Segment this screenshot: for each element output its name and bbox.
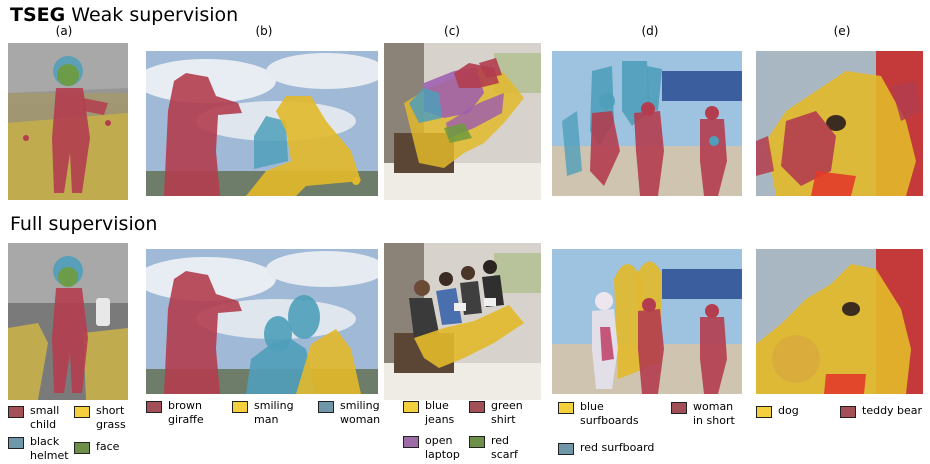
full-supervision-title: Full supervision (10, 213, 158, 235)
column-label-a: (a) (55, 24, 73, 38)
legend-label: open laptop (425, 434, 460, 461)
legend-swatch (756, 406, 772, 418)
legend-swatch (403, 401, 419, 413)
legend-label: face (96, 440, 120, 453)
legend-c-blue-jeans: blue jeans (403, 399, 454, 427)
image-weak-d (552, 51, 742, 196)
legend-d-blue-surfboards: blue surfboards (558, 400, 639, 428)
legend-label: teddy bear (862, 404, 923, 417)
legend-swatch (469, 436, 485, 448)
legend-a-short-grass: short grass (74, 404, 126, 432)
legend-swatch (8, 437, 24, 449)
legend-label: red surfboard (580, 441, 655, 454)
legend-swatch (318, 401, 334, 413)
legend-swatch (840, 406, 856, 418)
legend-d-red-surfboard: red surfboard (558, 441, 654, 455)
image-full-c (384, 243, 541, 400)
column-label-e: (e) (833, 24, 851, 38)
image-full-a (8, 243, 128, 400)
method-name: TSEG (10, 4, 66, 26)
legend-swatch (8, 406, 24, 418)
legend-label: brown giraffe (168, 399, 204, 426)
legend-swatch (558, 402, 574, 414)
legend-d-woman-in-short: woman in short (671, 400, 735, 428)
legend-swatch (558, 443, 574, 455)
legend-e-dog: dog (756, 404, 799, 418)
image-weak-c (384, 43, 541, 200)
legend-a-black-helmet: black helmet (8, 435, 69, 463)
column-label-c: (c) (444, 24, 460, 38)
legend-label: green shirt (491, 399, 523, 426)
legend-b-smiling-man: smiling man (232, 399, 294, 427)
legend-label: short grass (96, 404, 126, 431)
legend-swatch (232, 401, 248, 413)
legend-swatch (146, 401, 162, 413)
legend-label: blue surfboards (580, 400, 639, 427)
legend-label: blue jeans (425, 399, 455, 426)
legend-a-face: face (74, 440, 119, 454)
legend-swatch (671, 402, 687, 414)
image-full-e (756, 249, 923, 394)
legend-swatch (469, 401, 485, 413)
weak-supervision-label: Weak supervision (71, 4, 239, 26)
legend-label: black helmet (30, 435, 69, 462)
legend-label: small child (30, 404, 60, 431)
image-weak-b (146, 51, 378, 196)
legend-c-green-shirt: green shirt (469, 399, 523, 427)
legend-e-teddy-bear: teddy bear (840, 404, 922, 418)
column-label-b: (b) (255, 24, 273, 38)
legend-a-small-child: small child (8, 404, 59, 432)
legend-b-brown-giraffe: brown giraffe (146, 399, 204, 427)
image-weak-e (756, 51, 923, 196)
image-weak-a (8, 43, 128, 200)
legend-c-red-scarf: red scarf (469, 434, 518, 462)
legend-swatch (74, 442, 90, 454)
legend-label: smiling man (254, 399, 294, 426)
legend-c-open-laptop: open laptop (403, 434, 460, 462)
legend-label: dog (778, 404, 799, 417)
legend-label: woman in short (693, 400, 735, 427)
legend-label: red scarf (491, 434, 518, 461)
image-full-b (146, 249, 378, 394)
column-label-d: (d) (641, 24, 659, 38)
legend-swatch (74, 406, 90, 418)
image-full-d (552, 249, 742, 394)
legend-swatch (403, 436, 419, 448)
legend-label: smiling woman (340, 399, 381, 426)
legend-b-smiling-woman: smiling woman (318, 399, 380, 427)
weak-supervision-title: TSEG Weak supervision (10, 4, 238, 26)
